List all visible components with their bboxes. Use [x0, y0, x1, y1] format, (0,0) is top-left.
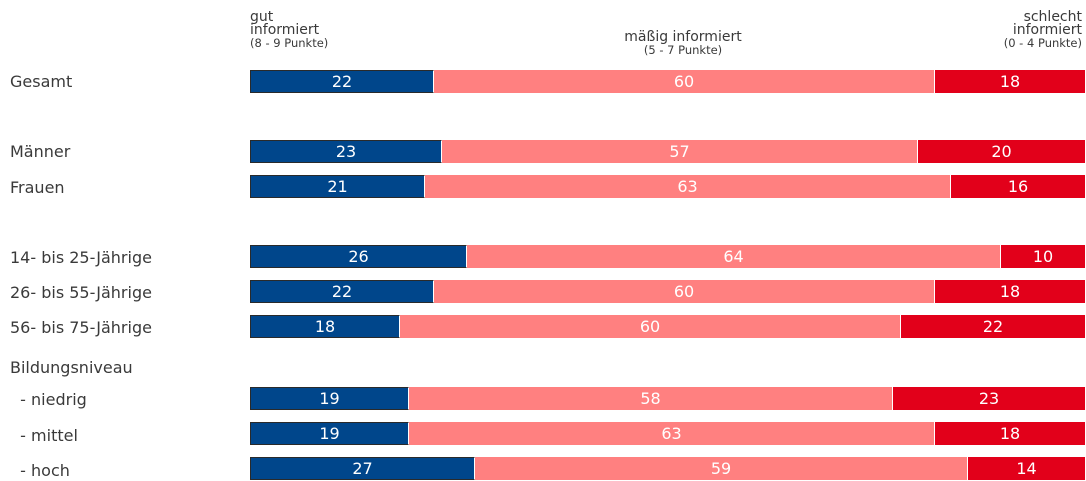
- stacked-bar: 19 58 23: [250, 387, 1085, 410]
- bar-segment-schlecht: 18: [935, 70, 1085, 93]
- stacked-bar: 22 60 18: [250, 280, 1085, 303]
- bar-segment-schlecht: 20: [918, 140, 1085, 163]
- header-schlecht-informiert: schlecht informiert (0 - 4 Punkte): [1003, 9, 1082, 50]
- row-label: 26- bis 55-Jährige: [10, 283, 152, 302]
- header-schlecht-line1: schlecht: [1023, 9, 1082, 25]
- bar-segment-gut: 23: [250, 140, 442, 163]
- bar-segment-gut: 18: [250, 315, 400, 338]
- bar-segment-gut: 21: [250, 175, 425, 198]
- data-label: 21: [327, 177, 348, 196]
- bar-segment-gut: 19: [250, 422, 409, 445]
- bar-segment-schlecht: 22: [901, 315, 1085, 338]
- stacked-bar: 27 59 14: [250, 457, 1085, 480]
- row-label: - mittel: [10, 426, 78, 445]
- data-label: 27: [352, 459, 373, 478]
- bar-segment-maessig: 58: [409, 387, 893, 410]
- stacked-bar: 23 57 20: [250, 140, 1085, 163]
- bar-segment-schlecht: 10: [1001, 245, 1085, 268]
- data-label: 22: [982, 317, 1004, 336]
- row-label: 56- bis 75-Jährige: [10, 318, 152, 337]
- data-label: 63: [677, 177, 698, 196]
- data-label: 19: [319, 389, 340, 408]
- header-schlecht-sub: (0 - 4 Punkte): [1003, 36, 1082, 50]
- header-gut-sub: (8 - 9 Punkte): [250, 36, 329, 50]
- data-label: 20: [991, 142, 1012, 161]
- data-label: 23: [978, 389, 1000, 408]
- bar-segment-maessig: 60: [434, 70, 935, 93]
- bar-segment-gut: 22: [250, 280, 434, 303]
- data-label: 18: [999, 424, 1021, 443]
- data-label: 59: [710, 459, 732, 478]
- stacked-bar: 18 60 22: [250, 315, 1085, 338]
- data-label: 60: [673, 282, 695, 301]
- data-label: 26: [348, 247, 369, 266]
- header-gut-informiert: gut informiert (8 - 9 Punkte): [250, 9, 329, 50]
- header-mittel-sub: (5 - 7 Punkte): [643, 43, 723, 57]
- data-label: 22: [331, 282, 353, 301]
- data-label: 22: [331, 72, 353, 91]
- bar-segment-maessig: 63: [409, 422, 935, 445]
- bar-segment-maessig: 60: [434, 280, 935, 303]
- header-schlecht-line2: informiert: [1012, 22, 1082, 38]
- data-label: 57: [669, 142, 690, 161]
- data-label: 60: [639, 317, 661, 336]
- bar-segment-maessig: 59: [475, 457, 968, 480]
- bar-segment-gut: 27: [250, 457, 475, 480]
- data-label: 14: [1016, 459, 1037, 478]
- row-label: Männer: [10, 142, 71, 161]
- row-label: Gesamt: [10, 72, 73, 91]
- data-label: 63: [661, 424, 682, 443]
- data-label: 19: [319, 424, 340, 443]
- bar-segment-schlecht: 16: [951, 175, 1085, 198]
- bar-segment-schlecht: 14: [968, 457, 1085, 480]
- data-label: 18: [999, 282, 1021, 301]
- data-label: 60: [673, 72, 695, 91]
- row-label: 14- bis 25-Jährige: [10, 248, 152, 267]
- bar-segment-schlecht: 23: [893, 387, 1085, 410]
- data-label: 18: [999, 72, 1021, 91]
- header-gut-line2: informiert: [250, 22, 320, 38]
- bar-segment-gut: 19: [250, 387, 409, 410]
- row-label: - niedrig: [10, 390, 87, 409]
- data-label: 23: [335, 142, 357, 161]
- data-label: 64: [723, 247, 744, 266]
- data-label: 16: [1007, 177, 1029, 196]
- bar-segment-maessig: 64: [467, 245, 1001, 268]
- bar-segment-maessig: 60: [400, 315, 901, 338]
- stacked-bar: 19 63 18: [250, 422, 1085, 445]
- bar-segment-maessig: 63: [425, 175, 951, 198]
- bar-segment-gut: 22: [250, 70, 434, 93]
- bar-segment-schlecht: 18: [935, 280, 1085, 303]
- data-label: 58: [640, 389, 661, 408]
- bar-segment-gut: 26: [250, 245, 467, 268]
- bar-segment-schlecht: 18: [935, 422, 1085, 445]
- header-mittel-line1: mäßig informiert: [624, 29, 742, 45]
- header-gut-line1: gut: [250, 9, 274, 25]
- data-label: 18: [314, 317, 336, 336]
- stacked-bar: 26 64 10: [250, 245, 1085, 268]
- data-label: 10: [1032, 247, 1054, 266]
- row-label: Frauen: [10, 178, 65, 197]
- stacked-bar: 22 60 18: [250, 70, 1085, 93]
- bar-segment-maessig: 57: [442, 140, 918, 163]
- row-label: Bildungsniveau: [10, 358, 133, 377]
- row-label: - hoch: [10, 461, 70, 480]
- stacked-bar: 21 63 16: [250, 175, 1085, 198]
- header-maessig-informiert: mäßig informiert (5 - 7 Punkte): [565, 29, 801, 57]
